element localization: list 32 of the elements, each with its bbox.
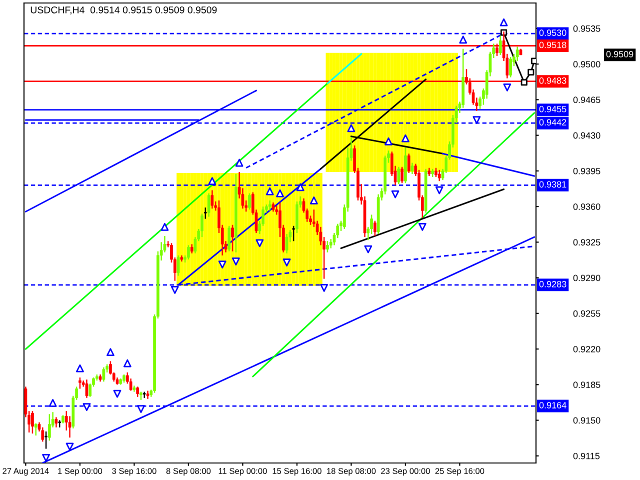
chart-title: USDCHF,H4 0.9514 0.9515 0.9509 0.9509 xyxy=(30,6,217,15)
ref-line-label: 0.9455 xyxy=(539,106,566,112)
ref-line-label: 0.9483 xyxy=(539,77,566,84)
ref-line-label: 0.9381 xyxy=(539,181,566,188)
y-tick-label: 0.9395 xyxy=(573,168,600,174)
y-tick-label: 0.9465 xyxy=(573,96,600,104)
y-tick-label: 0.9360 xyxy=(573,204,600,210)
y-tick-label: 0.9115 xyxy=(573,452,600,460)
ref-line-label: 0.9530 xyxy=(539,30,566,36)
x-tick-label: 25 Sep 16:00 xyxy=(435,468,484,476)
x-tick-label: 3 Sep 16:00 xyxy=(112,468,156,476)
y-tick-label: 0.9325 xyxy=(573,239,600,246)
y-tick-label: 0.9150 xyxy=(573,417,600,424)
y-tick-label: 0.9290 xyxy=(573,274,600,282)
y-tick-label: 0.9255 xyxy=(573,310,600,317)
x-tick-label: 27 Aug 2014 xyxy=(2,468,49,476)
x-tick-label: 15 Sep 16:00 xyxy=(272,468,322,476)
ref-line-label: 0.9442 xyxy=(539,119,566,126)
text: 0.9509 xyxy=(606,50,634,58)
x-tick-label: 1 Sep 00:00 xyxy=(58,468,102,476)
x-tick-label: 18 Sep 08:00 xyxy=(327,468,376,476)
y-tick-label: 0.9430 xyxy=(573,132,600,139)
x-tick-label: 11 Sep 00:00 xyxy=(218,468,267,476)
ref-line-label: 0.9164 xyxy=(539,402,566,408)
y-tick-label: 0.9185 xyxy=(573,382,600,388)
x-tick-label: 8 Sep 08:00 xyxy=(166,468,211,476)
x-tick-label: 23 Sep 00:00 xyxy=(381,468,430,476)
y-tick-label: 0.9535 xyxy=(573,25,600,32)
y-tick-label: 0.9500 xyxy=(573,61,600,68)
y-tick-label: 0.9220 xyxy=(573,346,600,352)
ref-line-label: 0.9283 xyxy=(539,280,566,288)
ref-line-label: 0.9518 xyxy=(539,42,566,48)
